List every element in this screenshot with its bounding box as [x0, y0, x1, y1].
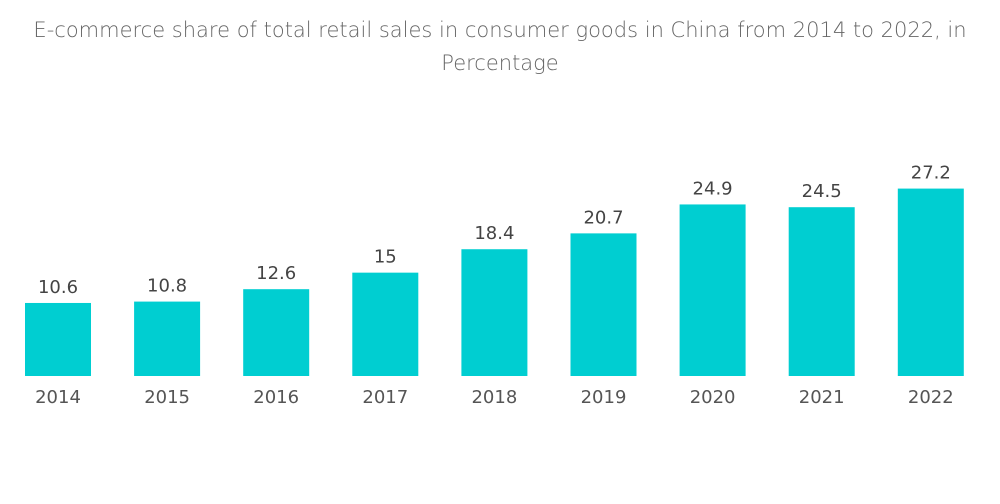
bar-2021	[788, 207, 855, 376]
x-tick-label-2021: 2021	[799, 387, 845, 408]
data-label-2015: 10.8	[147, 276, 187, 297]
bar-2016	[243, 289, 310, 376]
x-tick-label-2014: 2014	[35, 387, 81, 408]
x-tick-label-2022: 2022	[908, 387, 954, 408]
bar-2017	[352, 272, 419, 376]
data-label-2014: 10.6	[38, 277, 78, 298]
data-label-2021: 24.5	[802, 181, 842, 202]
x-tick-label-2020: 2020	[690, 387, 736, 408]
bar-2019	[570, 233, 637, 376]
data-label-2022: 27.2	[911, 163, 951, 184]
x-tick-label-2019: 2019	[581, 387, 627, 408]
bar-2022	[897, 188, 964, 376]
bar-2018	[461, 249, 528, 376]
x-tick-label-2016: 2016	[253, 387, 299, 408]
bar-2015	[134, 301, 201, 376]
x-tick-label-2017: 2017	[362, 387, 408, 408]
data-label-2020: 24.9	[693, 178, 733, 199]
bar-2014	[25, 302, 91, 376]
data-label-2017: 15	[374, 247, 397, 268]
data-label-2018: 18.4	[474, 223, 514, 244]
chart-title-line-1: E-commerce share of total retail sales i…	[33, 18, 967, 42]
x-tick-label-2015: 2015	[144, 387, 190, 408]
data-label-2019: 20.7	[583, 207, 623, 228]
chart-title-line-2: Percentage	[441, 51, 559, 75]
x-tick-label-2018: 2018	[471, 387, 517, 408]
bar-2020	[679, 204, 746, 376]
chart-title: E-commerce share of total retail sales i…	[0, 14, 1000, 80]
data-label-2016: 12.6	[256, 263, 296, 284]
